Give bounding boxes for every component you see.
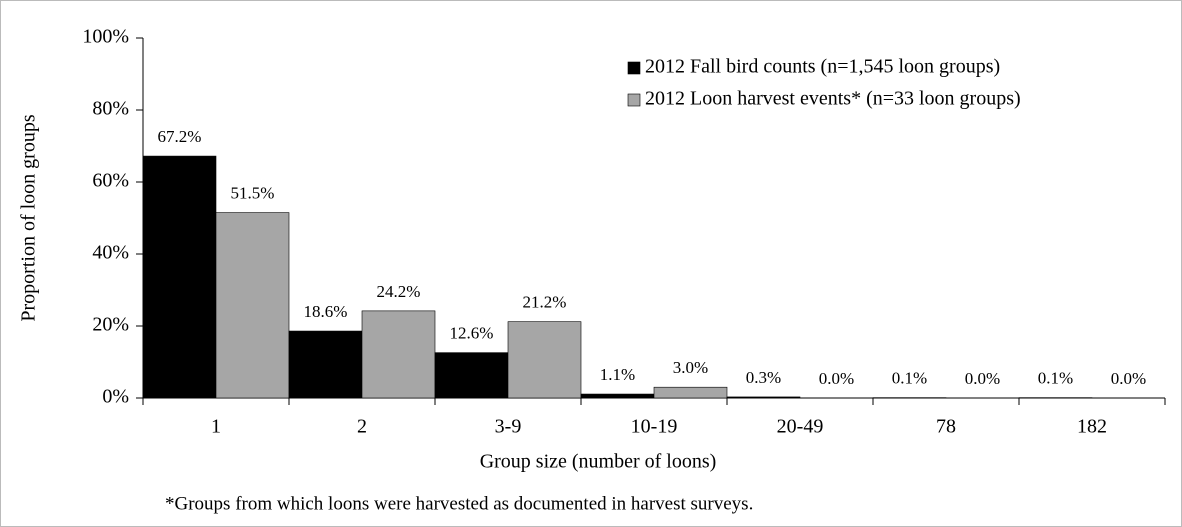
x-tick-label: 20-49	[777, 416, 824, 438]
bar	[726, 396, 801, 399]
y-axis-label: Proportion of loon groups	[18, 114, 40, 321]
bar	[361, 310, 436, 399]
value-label: 18.6%	[304, 302, 348, 321]
value-label: 3.0%	[673, 358, 708, 377]
x-axis-label: Group size (number of loons)	[480, 451, 717, 473]
value-label: 0.0%	[965, 369, 1000, 388]
y-tick-label: 80%	[92, 98, 129, 120]
bar	[288, 330, 363, 399]
footnote: *Groups from which loons were harvested …	[165, 493, 753, 514]
x-tick-label: 3-9	[495, 416, 522, 438]
bar	[434, 352, 509, 399]
value-label: 0.0%	[1111, 369, 1146, 388]
bar	[142, 155, 217, 399]
y-tick-label: 60%	[92, 170, 129, 192]
legend-label: 2012 Fall bird counts (n=1,545 loon grou…	[645, 56, 1000, 78]
value-label: 21.2%	[523, 293, 567, 312]
y-tick-label: 20%	[92, 314, 129, 336]
x-tick-label: 182	[1077, 416, 1107, 438]
x-tick-label: 1	[211, 416, 221, 438]
value-label: 0.1%	[892, 369, 927, 388]
x-tick-label: 78	[936, 416, 956, 438]
legend-swatch	[627, 93, 641, 107]
x-tick-label: 2	[357, 416, 367, 438]
value-label: 51.5%	[231, 184, 275, 203]
value-label: 67.2%	[158, 127, 202, 146]
bar	[215, 212, 290, 399]
y-tick-label: 0%	[102, 386, 129, 408]
x-tick-label: 10-19	[631, 416, 678, 438]
bar	[653, 386, 728, 399]
bar	[507, 321, 582, 399]
value-label: 0.1%	[1038, 369, 1073, 388]
y-tick-label: 100%	[82, 26, 129, 48]
y-tick-label: 40%	[92, 242, 129, 264]
value-label: 0.0%	[819, 369, 854, 388]
legend-label: 2012 Loon harvest events* (n=33 loon gro…	[645, 88, 1021, 110]
value-label: 24.2%	[377, 282, 421, 301]
legend-swatch	[627, 61, 641, 75]
bar	[580, 393, 655, 399]
value-label: 1.1%	[600, 365, 635, 384]
value-label: 0.3%	[746, 368, 781, 387]
value-label: 12.6%	[450, 324, 494, 343]
